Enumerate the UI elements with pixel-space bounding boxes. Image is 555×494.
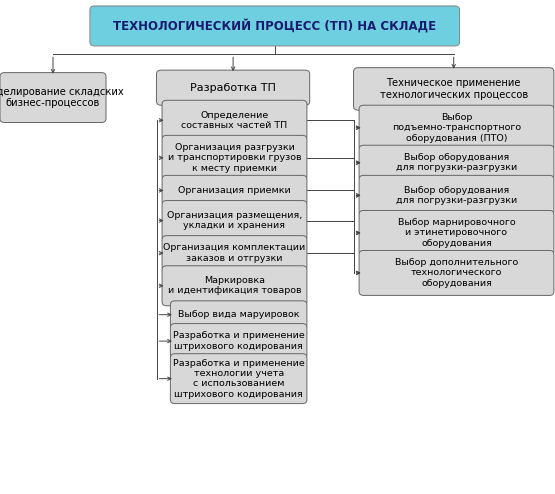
FancyBboxPatch shape [162,135,307,180]
Text: Выбор оборудования
для погрузки-разгрузки: Выбор оборудования для погрузки-разгрузк… [396,186,517,205]
FancyBboxPatch shape [162,266,307,306]
Text: Маркировка
и идентификация товаров: Маркировка и идентификация товаров [168,276,301,295]
Text: Разработка и применение
технологии учета
с использованием
штрихового кодирования: Разработка и применение технологии учета… [173,359,305,399]
Text: Моделирование складских
бизнес-процессов: Моделирование складских бизнес-процессов [0,87,124,108]
FancyBboxPatch shape [162,236,307,271]
FancyBboxPatch shape [162,175,307,206]
Text: Организация приемки: Организация приемки [178,186,291,195]
FancyBboxPatch shape [157,70,310,105]
FancyBboxPatch shape [354,68,554,110]
Text: ТЕХНОЛОГИЧЕСКИЙ ПРОЦЕСС (ТП) НА СКЛАДЕ: ТЕХНОЛОГИЧЕСКИЙ ПРОЦЕСС (ТП) НА СКЛАДЕ [113,19,436,33]
FancyBboxPatch shape [0,73,106,123]
FancyBboxPatch shape [359,145,554,180]
FancyBboxPatch shape [170,354,307,404]
FancyBboxPatch shape [90,6,460,46]
FancyBboxPatch shape [162,201,307,241]
FancyBboxPatch shape [162,100,307,140]
FancyBboxPatch shape [170,301,307,329]
Text: Организация комплектации
заказов и отгрузки: Организация комплектации заказов и отгру… [163,244,306,263]
FancyBboxPatch shape [359,250,554,295]
Text: Выбор
подъемно-транспортного
оборудования (ПТО): Выбор подъемно-транспортного оборудовани… [392,113,521,143]
Text: Техническое применение
технологических процессов: Техническое применение технологических п… [380,78,528,100]
FancyBboxPatch shape [359,105,554,150]
FancyBboxPatch shape [170,324,307,359]
Text: Организация размещения,
укладки и хранения: Организация размещения, укладки и хранен… [167,211,302,230]
FancyBboxPatch shape [359,175,554,215]
Text: Выбор марнировочного
и этинетировочного
оборудования: Выбор марнировочного и этинетировочного … [398,218,515,248]
Text: Разработка ТП: Разработка ТП [190,82,276,93]
FancyBboxPatch shape [359,210,554,255]
Text: Разработка и применение
штрихового кодирования: Разработка и применение штрихового кодир… [173,331,305,351]
Text: Выбор дополнительного
технологического
оборудования: Выбор дополнительного технологического о… [395,258,518,288]
Text: Выбор оборудования
для погрузки-разгрузки: Выбор оборудования для погрузки-разгрузк… [396,153,517,172]
Text: Определение
составных частей ТП: Определение составных частей ТП [181,111,287,130]
Text: Выбор вида маруировок: Выбор вида маруировок [178,310,299,319]
Text: Организация разгрузки
и транспортировки грузов
к месту приемки: Организация разгрузки и транспортировки … [168,143,301,173]
